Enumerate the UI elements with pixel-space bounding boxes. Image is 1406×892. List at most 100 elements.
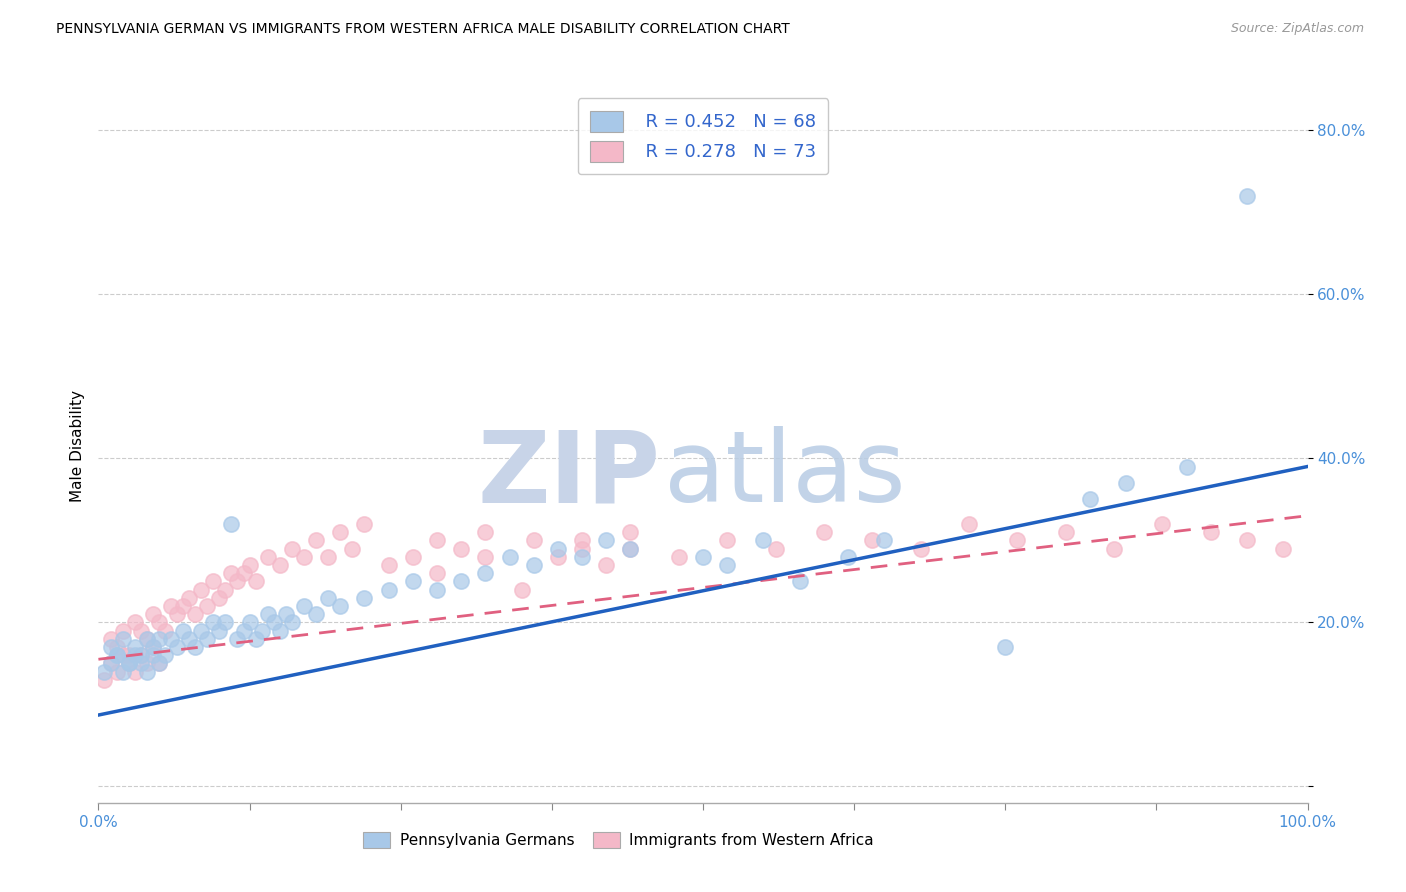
Point <box>1152 516 1174 531</box>
Point <box>202 615 225 630</box>
Point <box>1175 459 1198 474</box>
Point <box>142 607 165 622</box>
Point <box>547 549 569 564</box>
Point <box>226 574 249 589</box>
Point <box>105 648 128 662</box>
Point <box>208 591 231 605</box>
Point <box>813 525 835 540</box>
Point <box>1236 533 1258 548</box>
Point <box>377 558 399 572</box>
Point <box>619 541 641 556</box>
Point <box>202 574 225 589</box>
Point <box>426 582 449 597</box>
Point <box>232 566 254 581</box>
Point <box>221 516 243 531</box>
Point <box>124 615 146 630</box>
Point <box>994 640 1017 654</box>
Point <box>93 665 115 679</box>
Text: ZIP: ZIP <box>478 426 661 523</box>
Point <box>129 624 152 638</box>
Point <box>93 673 115 687</box>
Point <box>305 533 328 548</box>
Point <box>474 549 496 564</box>
Point <box>172 624 194 638</box>
Point <box>510 582 533 597</box>
Point <box>292 599 315 613</box>
Point <box>105 648 128 662</box>
Point <box>281 541 304 556</box>
Point <box>208 624 231 638</box>
Point <box>142 640 165 654</box>
Point <box>619 525 641 540</box>
Point <box>256 549 278 564</box>
Point <box>547 541 569 556</box>
Point <box>129 648 152 662</box>
Point <box>111 665 134 679</box>
Point <box>498 549 520 564</box>
Point <box>160 599 183 613</box>
Point <box>135 657 157 671</box>
Point <box>402 549 425 564</box>
Point <box>100 640 122 654</box>
Text: PENNSYLVANIA GERMAN VS IMMIGRANTS FROM WESTERN AFRICA MALE DISABILITY CORRELATIO: PENNSYLVANIA GERMAN VS IMMIGRANTS FROM W… <box>56 22 790 37</box>
Point <box>226 632 249 646</box>
Point <box>100 657 122 671</box>
Text: atlas: atlas <box>664 426 905 523</box>
Point <box>148 657 170 671</box>
Point <box>957 516 980 531</box>
Point <box>214 582 236 597</box>
Point <box>860 533 883 548</box>
Point <box>190 582 212 597</box>
Point <box>129 657 152 671</box>
Point <box>100 632 122 646</box>
Point <box>172 599 194 613</box>
Point <box>274 607 297 622</box>
Point <box>305 607 328 622</box>
Point <box>789 574 811 589</box>
Point <box>195 599 218 613</box>
Point <box>221 566 243 581</box>
Point <box>1054 525 1077 540</box>
Point <box>910 541 932 556</box>
Point <box>474 525 496 540</box>
Point <box>111 632 134 646</box>
Point <box>153 624 176 638</box>
Point <box>1102 541 1125 556</box>
Point <box>124 648 146 662</box>
Point <box>100 657 122 671</box>
Point <box>148 657 170 671</box>
Point <box>292 549 315 564</box>
Point <box>190 624 212 638</box>
Point <box>1199 525 1222 540</box>
Point <box>118 648 141 662</box>
Point <box>571 541 593 556</box>
Point <box>148 615 170 630</box>
Point <box>1115 475 1137 490</box>
Point <box>571 533 593 548</box>
Point <box>263 615 285 630</box>
Point <box>1272 541 1295 556</box>
Point <box>250 624 273 638</box>
Point <box>135 632 157 646</box>
Point <box>179 632 201 646</box>
Point <box>166 607 188 622</box>
Point <box>353 591 375 605</box>
Point <box>619 541 641 556</box>
Point <box>142 648 165 662</box>
Point <box>195 632 218 646</box>
Point <box>571 549 593 564</box>
Point <box>148 632 170 646</box>
Point <box>316 591 339 605</box>
Point <box>752 533 775 548</box>
Point <box>118 657 141 671</box>
Point <box>245 574 267 589</box>
Point <box>450 574 472 589</box>
Point <box>716 533 738 548</box>
Point <box>111 648 134 662</box>
Text: Source: ZipAtlas.com: Source: ZipAtlas.com <box>1230 22 1364 36</box>
Point <box>353 516 375 531</box>
Point <box>118 657 141 671</box>
Point <box>135 665 157 679</box>
Point <box>377 582 399 597</box>
Point <box>129 648 152 662</box>
